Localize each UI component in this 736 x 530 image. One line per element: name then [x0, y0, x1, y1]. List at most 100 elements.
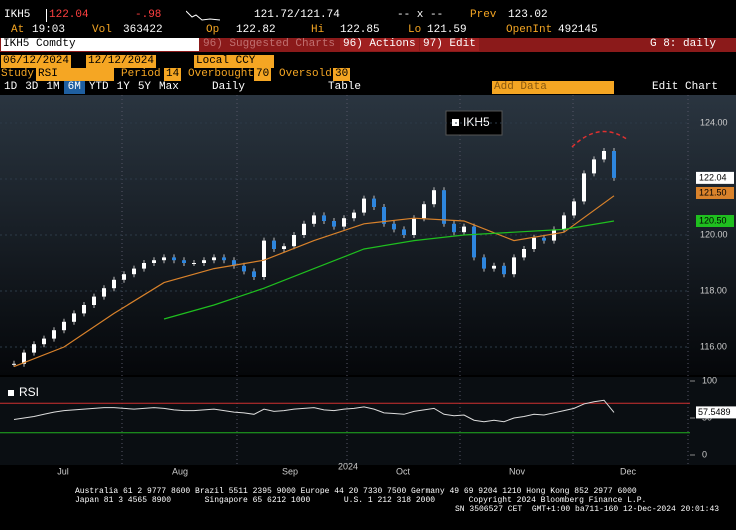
sparkline — [186, 10, 221, 21]
candle — [562, 215, 566, 230]
y-tick-label: 120.00 — [700, 229, 728, 239]
range-button[interactable]: 5Y — [137, 81, 152, 93]
candle — [302, 223, 306, 235]
candle — [472, 226, 476, 258]
change: -.98 — [135, 9, 162, 21]
oversold[interactable]: 30 — [333, 68, 351, 81]
high-label: Hi — [311, 24, 325, 36]
candle — [162, 257, 166, 261]
frequency[interactable]: Daily — [212, 81, 246, 93]
suggested-charts[interactable]: 96) Suggested Charts — [203, 38, 336, 50]
range-button[interactable]: 3D — [25, 81, 39, 93]
vol: 363422 — [123, 24, 163, 36]
study[interactable]: RSI — [36, 68, 114, 81]
edit[interactable]: 97) Edit — [420, 38, 479, 51]
x-label: Aug — [172, 466, 188, 476]
study-label: Study — [1, 68, 35, 80]
end-date[interactable]: 12/12/2024 — [86, 55, 157, 68]
candle — [132, 268, 136, 275]
range-button[interactable]: Max — [159, 81, 179, 93]
candle — [452, 223, 456, 233]
oi-label: OpenInt — [506, 24, 553, 36]
y-tick-label: 118.00 — [700, 285, 727, 295]
candle — [62, 321, 66, 331]
edit-chart[interactable]: Edit Chart — [652, 81, 719, 93]
candle — [412, 218, 416, 235]
security-box[interactable]: IKH5 Comdty — [1, 38, 199, 51]
price-panel — [0, 95, 736, 375]
actions[interactable]: 96) Actions — [340, 38, 419, 51]
size: -- x -- — [397, 9, 444, 21]
rsi-line — [13, 399, 615, 423]
candle — [192, 263, 196, 264]
x-label: Jul — [57, 466, 69, 476]
candle — [522, 249, 526, 258]
vol-label: Vol — [92, 24, 112, 36]
oversold-label: Oversold — [279, 68, 332, 80]
candle — [362, 198, 366, 213]
period[interactable]: 14 — [164, 68, 182, 81]
candle — [102, 288, 106, 297]
rsi-panel — [0, 377, 736, 465]
table[interactable]: Table — [328, 81, 362, 93]
candle — [432, 190, 436, 205]
candle — [542, 237, 546, 241]
candle — [612, 151, 616, 178]
add-data[interactable]: Add Data — [492, 81, 614, 94]
candle — [182, 260, 186, 263]
y-tick-label: 116.00 — [700, 341, 727, 351]
x-label: Nov — [509, 466, 526, 476]
prev: 123.02 — [508, 9, 548, 21]
range-button[interactable]: 1D — [4, 81, 18, 93]
legend-text: IKH5 — [463, 115, 490, 129]
range-buttons: 1D 3D 1M 6M YTD 1Y 5Y Max — [0, 81, 183, 94]
candle — [92, 296, 96, 305]
range-button[interactable]: YTD — [88, 81, 109, 93]
candle — [402, 229, 406, 235]
candle — [152, 260, 156, 263]
candle — [442, 190, 446, 224]
candle — [142, 263, 146, 269]
candle — [42, 338, 46, 345]
candle — [322, 215, 326, 221]
range-button[interactable]: 1Y — [116, 81, 130, 93]
candle — [222, 257, 226, 261]
range-button[interactable]: 6M — [63, 81, 85, 94]
high: 122.85 — [340, 24, 380, 36]
candle — [512, 257, 516, 275]
candle — [202, 260, 206, 263]
rsi-tick-label: 100 — [702, 375, 717, 385]
candle — [492, 265, 496, 269]
candle — [382, 207, 386, 224]
candle — [232, 260, 236, 266]
y-tick-label: 124.00 — [700, 117, 728, 127]
overbought[interactable]: 70 — [254, 68, 272, 81]
price-marker-label: 122.04 — [699, 172, 727, 182]
candle — [602, 151, 606, 160]
price-marker — [696, 215, 734, 227]
price-marker — [696, 187, 734, 199]
candle — [352, 212, 356, 219]
candle — [262, 240, 266, 277]
currency[interactable]: Local CCY — [194, 55, 274, 68]
chart-id: G 8: daily — [650, 38, 717, 50]
candle — [342, 218, 346, 227]
start-date[interactable]: 06/12/2024 — [1, 55, 72, 68]
low-label: Lo — [408, 24, 422, 36]
x-label: 2024 — [338, 461, 358, 471]
bid-ask: 121.72/121.74 — [254, 9, 340, 21]
x-label: Sep — [282, 466, 298, 476]
open-label: Op — [206, 24, 220, 36]
candle — [82, 305, 86, 314]
candle — [272, 240, 276, 249]
candle — [242, 265, 246, 272]
moving-average — [163, 220, 615, 320]
time-label: At — [11, 24, 25, 36]
candle — [532, 237, 536, 249]
candle — [12, 363, 16, 365]
footer-line: Australia 61 2 9777 8600 Brazil 5511 239… — [75, 487, 637, 496]
price-marker-label: 120.50 — [699, 215, 727, 225]
period-label: Period — [121, 68, 161, 80]
range-button[interactable]: 1M — [46, 81, 60, 93]
candle — [572, 201, 576, 216]
